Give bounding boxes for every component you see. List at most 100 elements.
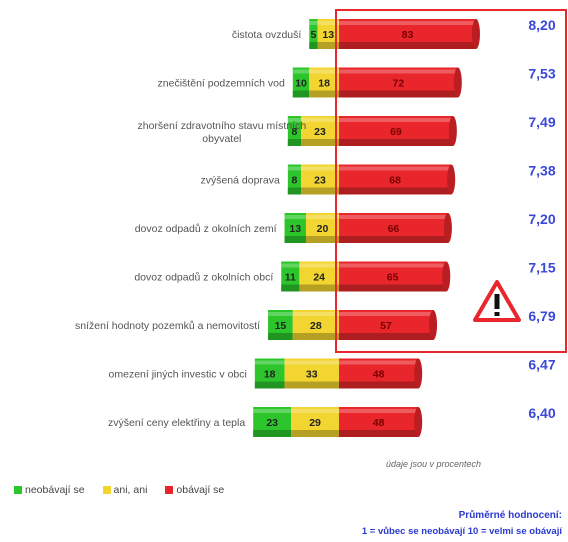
category-label: snížení hodnoty pozemků a nemovitostí [75, 320, 260, 332]
bar-segment-neutral-shade [291, 430, 339, 437]
bar-segment-worried-highlight [339, 263, 447, 268]
bar-segment-neutral-highlight [299, 263, 339, 268]
bar-segment-neutral-shade [309, 90, 339, 98]
bar-segment-worried-shade [339, 333, 434, 340]
bar-segment-neutral-highlight [291, 409, 339, 413]
bar-segment-not-worried-highlight [281, 263, 300, 268]
bar-segment-not-worried-highlight [309, 21, 318, 25]
bar-end-cap [447, 164, 456, 195]
data-label: 5 [311, 29, 317, 41]
category-label: omezení jiných investic v obci [109, 369, 247, 381]
average-score: 7,20 [528, 211, 555, 227]
category-label: zvýšení ceny elektřiny a tepla [108, 417, 245, 429]
bar-segment-neutral-highlight [309, 69, 339, 74]
bar-segment-worried-highlight [339, 215, 448, 219]
bar-segment-not-worried [284, 213, 306, 243]
bar-segment-neutral-highlight [317, 21, 339, 25]
average-score: 6,79 [528, 308, 555, 324]
data-label: 69 [390, 126, 402, 138]
bar-segment-not-worried-shade [254, 381, 285, 389]
bar-segment-neutral-shade [317, 42, 339, 49]
average-score: 8,20 [528, 17, 555, 33]
bar-segment-neutral-highlight [292, 312, 339, 316]
legend-item-neutral: ani, ani [102, 484, 148, 496]
legend-swatch-red [165, 486, 174, 494]
bar-segment-not-worried-highlight [268, 312, 293, 316]
legend-label: neobávají se [25, 484, 85, 496]
data-label: 57 [380, 320, 392, 332]
bar-end-cap [448, 116, 457, 146]
category-label: dovoz odpadů z okolních zemí [135, 223, 277, 235]
data-label: 66 [388, 223, 400, 235]
bar-segment-worried-shade [339, 139, 453, 146]
bar-segment-not-worried-shade [309, 42, 318, 49]
bar-segment-not-worried-highlight [284, 215, 306, 219]
data-label: 18 [264, 369, 276, 381]
bar-end-cap [429, 310, 438, 340]
highlight-box [335, 9, 567, 353]
legend-item-worried: obávají se [165, 484, 224, 496]
bar-segment-worried-highlight [339, 166, 452, 171]
bar-segment-not-worried-shade [284, 236, 306, 243]
bar-segment-worried-shade [339, 381, 419, 389]
bar-segment-worried-highlight [339, 118, 453, 122]
category-label: čistota ovzduší [232, 29, 302, 41]
bar-end-cap [414, 358, 423, 389]
bar-end-cap [414, 407, 423, 437]
bar-segment-neutral-highlight [306, 215, 339, 219]
average-score: 7,53 [528, 66, 555, 82]
data-label: 23 [314, 126, 326, 138]
unit-note: údaje jsou v procentech [386, 459, 482, 469]
bar-segment-worried-shade [339, 284, 447, 292]
bar-segment-neutral-shade [284, 381, 339, 389]
data-label: 15 [275, 320, 287, 332]
bar-segment-worried-shade [339, 90, 458, 98]
legend-label: ani, ani [113, 484, 148, 496]
data-label: 83 [402, 29, 414, 41]
data-label: 33 [306, 369, 318, 381]
bar-segment-worried-shade [339, 236, 448, 243]
data-label: 11 [285, 272, 296, 284]
category-label: znečištění podzemních vod [158, 78, 285, 90]
bar-segment-worried-shade [339, 430, 419, 437]
bar-segment-worried-highlight [339, 69, 458, 74]
bars-group: 5 13 83 čistota ovzduší 8,20 10 18 72 znečištění… [75, 17, 556, 437]
data-label: 20 [317, 223, 329, 235]
average-score: 7,15 [528, 260, 555, 276]
data-label: 13 [289, 223, 301, 235]
bar-segment-not-worried-highlight [292, 69, 310, 74]
data-label: 72 [393, 78, 405, 90]
bar-segment-neutral-shade [301, 187, 339, 195]
bar-segment-not-worried-shade [253, 430, 292, 437]
legend-swatch-green [14, 486, 22, 494]
data-label: 48 [373, 369, 385, 381]
legend-item-not-worried: neobávají se [14, 484, 85, 496]
data-label: 8 [292, 126, 298, 138]
bar-segment-not-worried-highlight [287, 166, 302, 171]
bar-segment-worried-highlight [339, 312, 434, 316]
average-title: Průměrné hodnocení: [458, 510, 562, 521]
bar-segment-neutral-highlight [284, 360, 339, 365]
bar-segment-not-worried [292, 67, 310, 98]
bar-segment-not-worried-shade [287, 139, 302, 146]
warning-icon [473, 280, 521, 322]
bar-segment-neutral-shade [292, 333, 339, 340]
data-label: 10 [295, 78, 307, 90]
bar-segment-not-worried-shade [268, 333, 293, 340]
bar-segment-worried-shade [339, 42, 476, 49]
bar-segment-worried-highlight [339, 360, 419, 365]
bar-segment-not-worried-shade [287, 187, 302, 195]
bar-segment-worried-highlight [339, 409, 419, 413]
average-score: 7,38 [528, 163, 555, 179]
bar-segment-neutral-shade [299, 284, 339, 292]
category-label: dovoz odpadů z okolních obcí [134, 272, 273, 284]
data-label: 68 [389, 175, 401, 187]
average-scale: 1 = vůbec se neobávají 10 = velmi se obá… [361, 526, 562, 537]
bar-segment-not-worried-shade [281, 284, 300, 292]
category-label: zhoršení zdravotního stavu místních obyva… [138, 120, 307, 145]
bar-segment-not-worried-highlight [287, 118, 302, 122]
data-label: 28 [310, 320, 322, 332]
bar-segment-worried-highlight [339, 21, 476, 25]
bar-segment-neutral-highlight [301, 118, 339, 122]
